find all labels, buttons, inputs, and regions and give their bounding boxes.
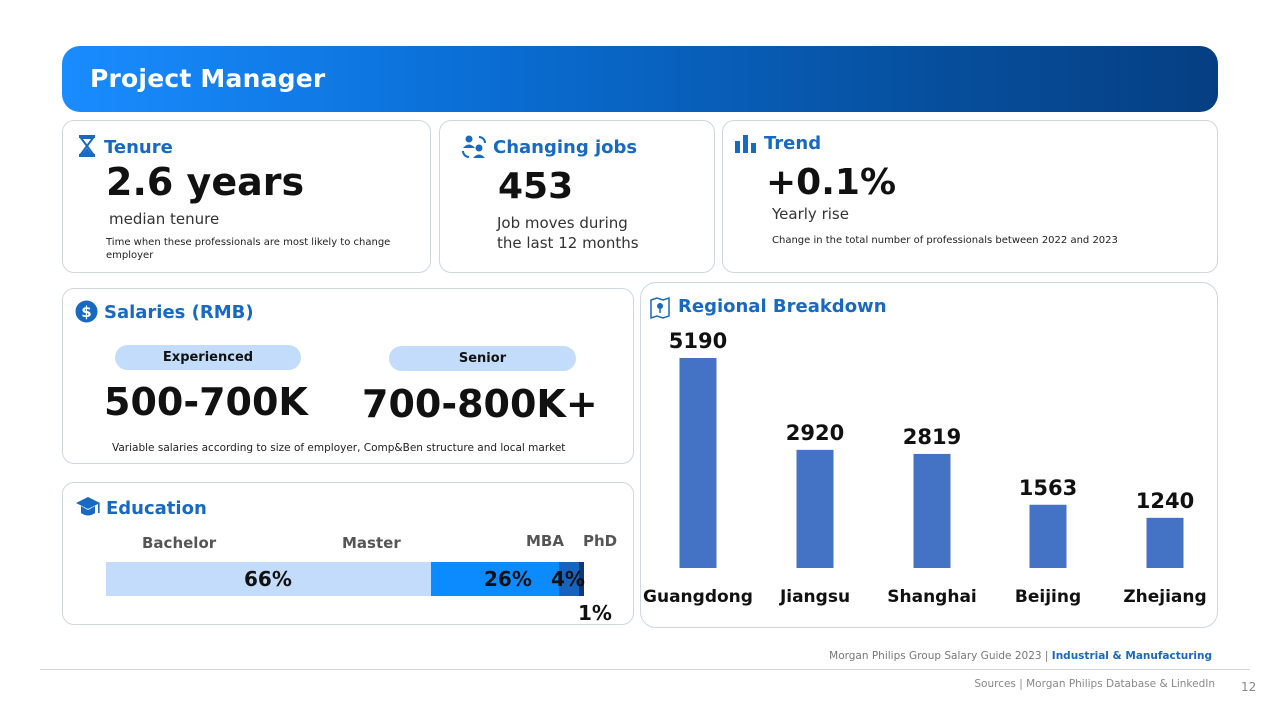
education-pct-master: 26% — [484, 567, 532, 591]
page-title: Project Manager — [90, 64, 326, 93]
footer-sources: Sources | Morgan Philips Database & Link… — [974, 678, 1215, 690]
bar-value-label: 5190 — [669, 329, 727, 353]
footer-guide-text: Morgan Philips Group Salary Guide 2023 | — [829, 650, 1052, 662]
bar-jiangsu — [796, 449, 834, 568]
education-segment-mba — [559, 562, 580, 596]
x-tick-label: Guangdong — [643, 587, 753, 607]
bar-value-label: 2819 — [903, 425, 961, 449]
bar-value-label: 1563 — [1019, 476, 1077, 500]
bar-value-label: 1240 — [1136, 489, 1194, 513]
x-tick-label: Shanghai — [887, 587, 977, 607]
people-swap-icon — [462, 135, 486, 158]
education-pct-mba: 4% — [551, 567, 585, 591]
hourglass-icon — [79, 135, 95, 157]
changing-jobs-title: Changing jobs — [493, 137, 638, 158]
salaries-note: Variable salaries according to size of e… — [112, 442, 566, 454]
footer-guide: Morgan Philips Group Salary Guide 2023 |… — [829, 650, 1212, 662]
bar-value-label: 2920 — [786, 421, 844, 445]
x-tick-label: Zhejiang — [1123, 587, 1206, 607]
salaries-card — [62, 288, 634, 464]
experienced-salary: 500-700K — [104, 380, 308, 424]
education-title: Education — [106, 498, 207, 519]
tenure-title: Tenure — [104, 137, 173, 158]
bar-zhejiang — [1146, 517, 1184, 568]
trend-card — [722, 120, 1218, 273]
footer-divider — [40, 669, 1250, 670]
changing-jobs-subtitle-line1: Job moves during — [497, 214, 628, 232]
education-segment-phd — [579, 562, 584, 596]
bar-shanghai — [913, 453, 951, 568]
changing-jobs-subtitle-line2: the last 12 months — [497, 234, 639, 252]
senior-salary: 700-800K+ — [362, 382, 598, 426]
tenure-subtitle: median tenure — [109, 210, 220, 228]
graduation-cap-icon — [76, 497, 100, 516]
x-tick-label: Beijing — [1015, 587, 1081, 607]
regional-title: Regional Breakdown — [678, 296, 887, 317]
education-label-master: Master — [342, 534, 401, 552]
education-segment-master — [431, 562, 560, 596]
trend-subtitle: Yearly rise — [772, 205, 849, 223]
senior-pill: Senior — [389, 346, 576, 371]
education-card — [62, 482, 634, 625]
trend-title: Trend — [764, 133, 822, 154]
regional-bar-chart: 5190 Guangdong 2920 Jiangsu 2819 Shanghai 1563… — [643, 329, 1207, 607]
education-segment-bachelor — [106, 562, 432, 596]
bar-chart-icon — [735, 135, 756, 153]
trend-note: Change in the total number of profession… — [772, 235, 1118, 246]
education-pct-bachelor: 66% — [244, 567, 292, 591]
tenure-card — [62, 120, 431, 273]
tenure-note: Time when these professionals are most l… — [106, 237, 391, 261]
changing-jobs-value: 453 — [498, 166, 574, 207]
footer-sector[interactable]: Industrial & Manufacturing — [1051, 650, 1212, 662]
experienced-pill: Experienced — [115, 345, 301, 370]
education-label-mba: MBA — [526, 532, 564, 550]
education-label-phd: PhD — [583, 532, 618, 550]
salaries-title: Salaries (RMB) — [104, 302, 254, 323]
bar-beijing — [1029, 504, 1067, 568]
education-label-bachelor: Bachelor — [142, 534, 217, 552]
tenure-value: 2.6 years — [106, 160, 305, 204]
page-number: 12 — [1241, 680, 1257, 694]
changing-jobs-card — [439, 120, 715, 273]
trend-value: +0.1% — [766, 162, 897, 203]
map-pin-icon — [650, 296, 670, 320]
page-header: Project Manager — [62, 46, 1218, 112]
bar-guangdong — [679, 358, 717, 568]
education-pct-phd: 1% — [578, 601, 612, 625]
dollar-icon: $ — [75, 300, 98, 323]
svg-text:$: $ — [81, 303, 91, 321]
x-tick-label: Jiangsu — [779, 587, 850, 607]
